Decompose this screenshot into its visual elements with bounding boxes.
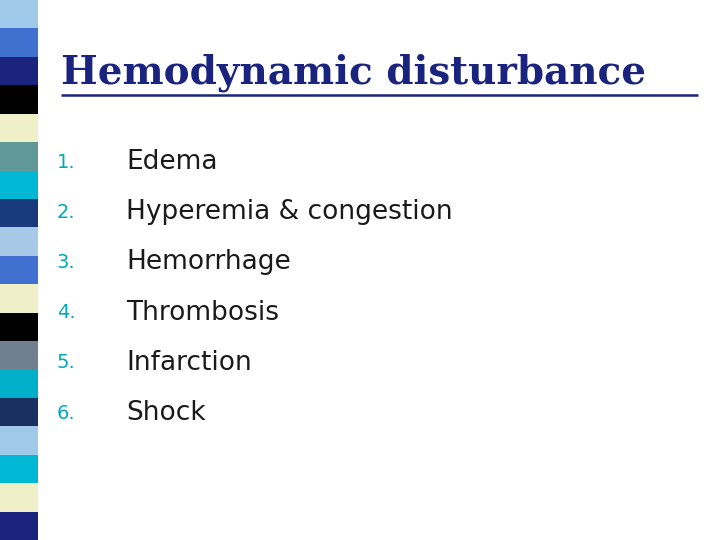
Bar <box>0 341 38 369</box>
Bar <box>0 426 38 455</box>
Bar <box>0 227 38 256</box>
Text: Hemorrhage: Hemorrhage <box>126 249 291 275</box>
Text: 3.: 3. <box>57 253 76 272</box>
Bar <box>0 256 38 284</box>
Bar <box>0 199 38 227</box>
Bar <box>0 85 38 114</box>
Text: 2.: 2. <box>57 202 76 222</box>
Text: 6.: 6. <box>57 403 76 423</box>
Text: Edema: Edema <box>126 149 217 175</box>
Bar <box>0 171 38 199</box>
Bar <box>0 455 38 483</box>
Text: 5.: 5. <box>57 353 76 373</box>
Text: Hyperemia & congestion: Hyperemia & congestion <box>126 199 453 225</box>
Text: 4.: 4. <box>57 303 76 322</box>
Bar <box>0 313 38 341</box>
Bar <box>0 57 38 85</box>
Bar <box>0 142 38 171</box>
Text: Infarction: Infarction <box>126 350 252 376</box>
Bar <box>0 483 38 511</box>
Text: Hemodynamic disturbance: Hemodynamic disturbance <box>61 53 647 92</box>
Bar <box>0 398 38 426</box>
Bar <box>0 511 38 540</box>
Bar <box>0 114 38 142</box>
Text: 1.: 1. <box>57 152 76 172</box>
Bar <box>0 29 38 57</box>
Text: Shock: Shock <box>126 400 206 426</box>
Bar <box>0 369 38 398</box>
Text: Thrombosis: Thrombosis <box>126 300 279 326</box>
Bar <box>0 0 38 29</box>
Bar <box>0 284 38 313</box>
